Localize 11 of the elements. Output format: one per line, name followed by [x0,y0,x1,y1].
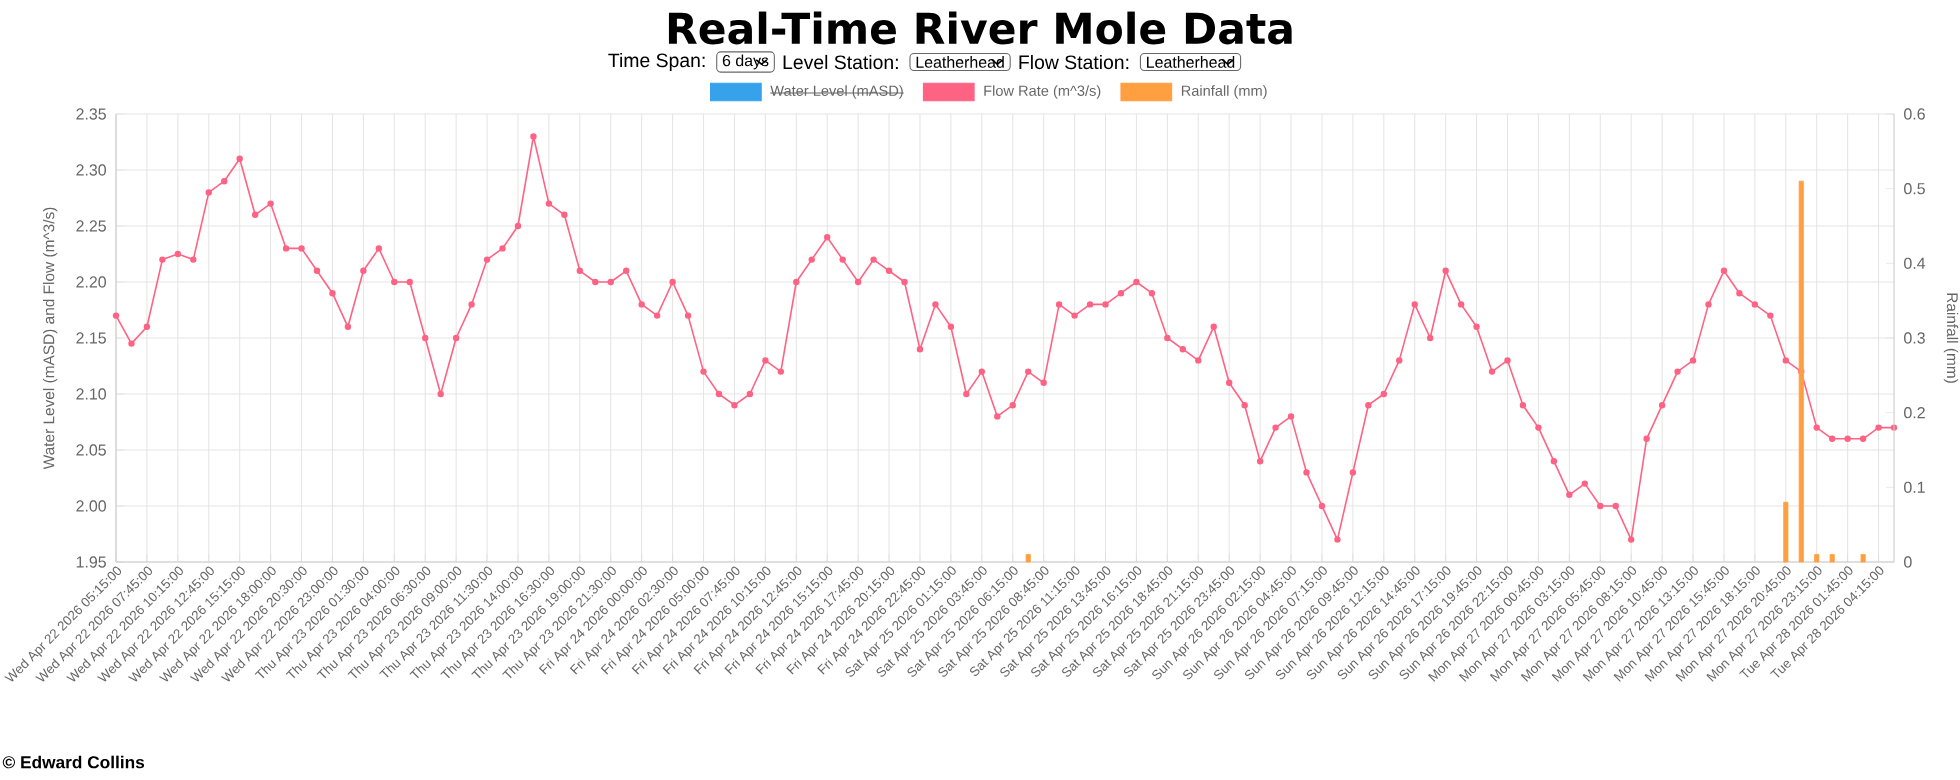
bar [1025,554,1031,563]
bar [1829,554,1835,563]
bar [1798,180,1804,563]
text: © Edward Collins [2,755,145,769]
bar [1783,501,1789,563]
text: Level Station: [783,54,898,70]
text: Time Span: [608,52,705,72]
bar [1814,554,1820,563]
chart-title: Real-Time River Mole Data [668,11,1292,45]
bar [1860,554,1866,563]
text: Flow Station: [1019,54,1129,70]
